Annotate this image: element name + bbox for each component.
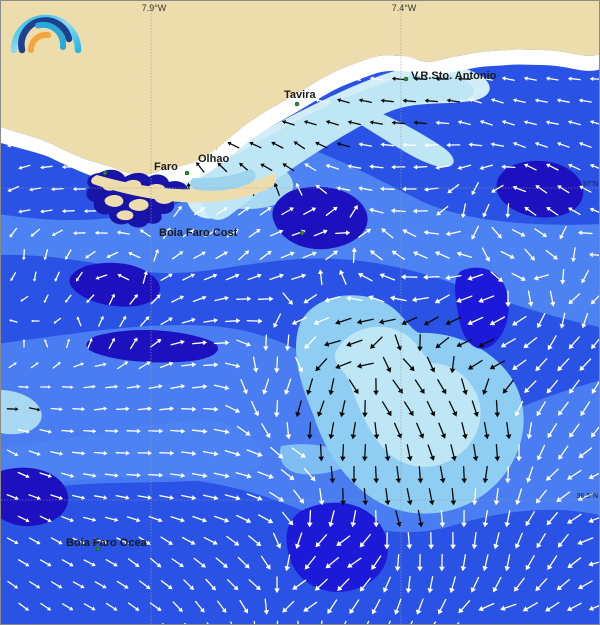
svg-text:Olhao: Olhao — [198, 153, 229, 165]
svg-text:37°N: 37°N — [582, 180, 598, 188]
svg-text:Boia Faro Ocea: Boia Faro Ocea — [66, 537, 148, 549]
svg-text:7.9°W: 7.9°W — [142, 3, 167, 13]
svg-text:36.5°N: 36.5°N — [577, 492, 598, 500]
svg-text:V.R.Sto. Antonio: V.R.Sto. Antonio — [411, 70, 497, 82]
svg-text:Boia Faro Cost: Boia Faro Cost — [159, 227, 238, 239]
svg-text:Tavira: Tavira — [284, 89, 316, 101]
svg-text:7.4°W: 7.4°W — [392, 3, 417, 13]
svg-text:Faro: Faro — [154, 161, 178, 173]
